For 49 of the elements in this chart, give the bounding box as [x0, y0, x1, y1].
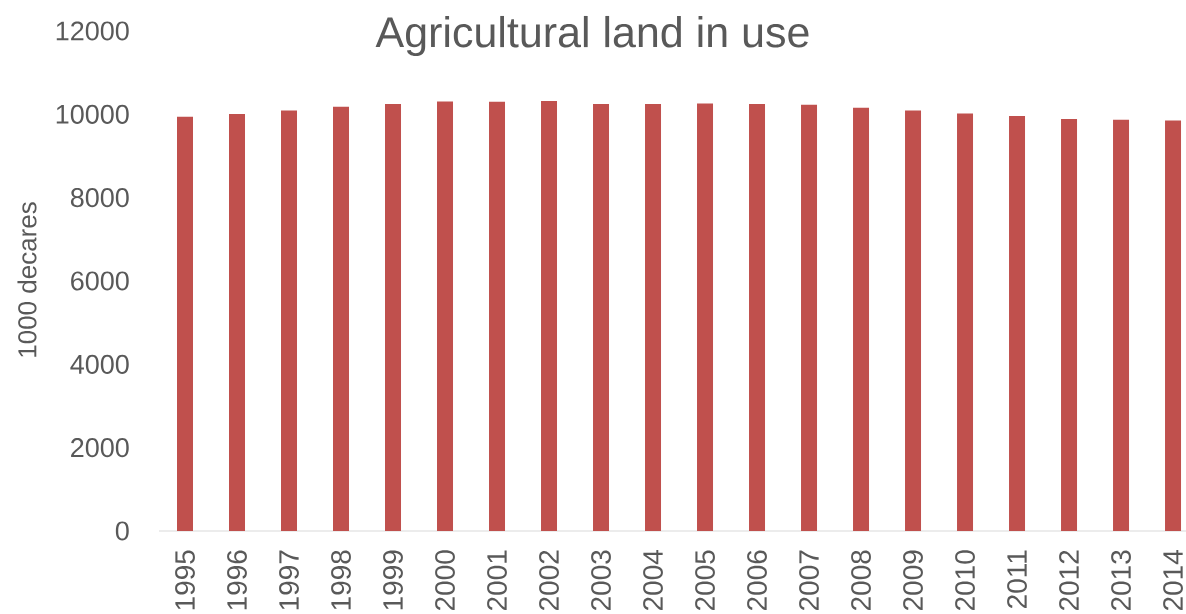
x-tick-label: 2014 [1163, 550, 1183, 611]
bar [385, 103, 402, 531]
y-tick-label: 12000 [56, 21, 129, 41]
chart-title: Agricultural land in use [375, 15, 809, 57]
x-tick-label: 2012 [1059, 550, 1079, 611]
bar [437, 101, 454, 531]
bar [1113, 119, 1130, 531]
bar [177, 116, 193, 531]
bar [853, 107, 870, 531]
x-tick-label: 2000 [435, 550, 455, 611]
x-tick-label: 2004 [643, 550, 663, 611]
bar [281, 110, 297, 531]
x-tick-label: 1996 [227, 550, 247, 610]
bar [1061, 118, 1078, 531]
x-tick-label: 1995 [175, 550, 195, 610]
bar [1009, 116, 1026, 531]
y-tick-label: 2000 [71, 438, 129, 458]
y-tick-label: 6000 [71, 271, 129, 291]
x-tick-label: 1999 [383, 550, 403, 610]
x-tick-label: 1997 [279, 550, 299, 610]
x-tick-label: 2006 [747, 550, 767, 611]
x-tick-label: 2002 [539, 550, 559, 611]
x-tick-label: 2009 [903, 550, 923, 611]
y-tick-label: 8000 [70, 188, 129, 208]
bar [957, 113, 974, 531]
y-axis-title: 1000 decares [17, 202, 37, 357]
y-tick-label: 4000 [70, 354, 129, 374]
bar [645, 103, 662, 531]
bar [593, 103, 610, 531]
y-tick-label: 0 [115, 521, 129, 541]
x-tick-label: 2008 [851, 550, 871, 611]
x-tick-label: 2001 [487, 550, 507, 611]
bar [801, 104, 818, 531]
x-tick-label: 2010 [955, 550, 975, 611]
bar [541, 101, 558, 531]
x-tick-label: 2005 [695, 550, 715, 611]
bar [749, 103, 766, 531]
y-tick-label: 10000 [56, 104, 129, 124]
bar [229, 113, 245, 531]
x-tick-label: 2003 [591, 550, 611, 611]
x-tick-label: 2013 [1111, 550, 1131, 611]
bar [489, 101, 506, 531]
x-tick-label: 2007 [799, 550, 819, 611]
bar [333, 106, 350, 531]
bar [697, 103, 714, 531]
x-tick-label: 1998 [331, 550, 351, 610]
bar [905, 110, 922, 531]
x-tick-label: 2011 [1007, 550, 1027, 608]
bar [1165, 120, 1182, 531]
